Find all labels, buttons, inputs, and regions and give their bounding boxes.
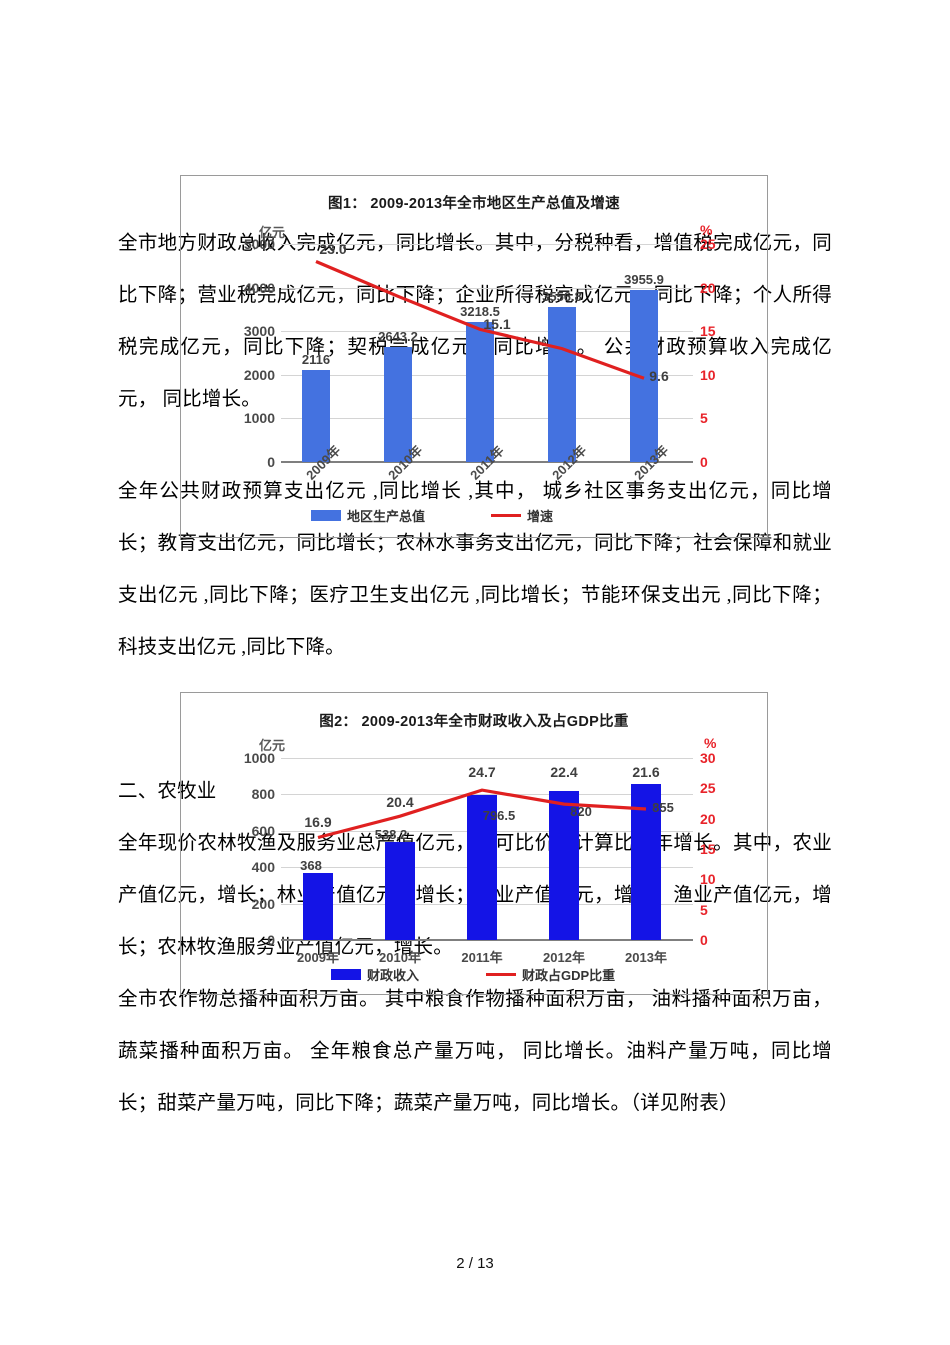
chart1-ytick: 4000 <box>243 279 275 296</box>
chart1-bar-label: 2116 <box>301 352 331 367</box>
chart2-title: 图2： 2009-2013年全市财政收入及占GDP比重 <box>319 714 629 730</box>
paragraph-2: 全年公共财政预算支出亿元 ,同比增长 ,其中， 城乡社区事务支出亿元，同比增长；… <box>118 481 832 658</box>
gridline <box>281 244 693 245</box>
chart2-ytick: 400 <box>251 859 275 876</box>
chart2-xlabel: 2012年 <box>543 950 585 965</box>
chart1-legend-bars: 地区生产总值 <box>311 506 425 525</box>
chart2-legend-label-line: 财政占GDP比重 <box>522 968 616 983</box>
chart2-ytick: 1000 <box>243 750 275 766</box>
chart1-legend-label-bars: 地区生产总值 <box>347 509 426 524</box>
chart1-line-label: 9.6 <box>649 368 669 384</box>
chart2-xlabel: 2010年 <box>379 950 421 965</box>
chart2-bar-label: 820 <box>570 804 592 819</box>
chart2-y2tick: 0 <box>700 932 708 948</box>
chart1-y-unit: 亿元 <box>259 225 286 240</box>
chart1-y2tick: 10 <box>700 366 716 383</box>
chart1-ytick: 1000 <box>243 410 275 427</box>
chart2-line-label: 22.4 <box>550 764 578 780</box>
chart-fiscal-revenue-gdp-share: 图2： 2009-2013年全市财政收入及占GDP比重 亿元 % 1000 80… <box>180 692 768 995</box>
chart2-bar <box>303 873 333 940</box>
chart2-bar <box>385 842 415 940</box>
chart1-line-label: 15.1 <box>483 316 511 332</box>
chart2-y2tick: 20 <box>700 810 716 827</box>
chart1-plot-area: 5000 4000 3000 2000 1000 0 25 20 15 10 5… <box>244 236 716 483</box>
gridline <box>281 794 693 796</box>
chart1-y2tick: 25 <box>700 236 716 252</box>
chart2-bar-label: 855 <box>652 800 674 815</box>
chart2-y2tick: 25 <box>700 780 716 797</box>
chart2-y2tick: 15 <box>700 840 716 857</box>
chart-gdp-growth: 图1： 2009-2013年全市地区生产总值及增速 亿元 % 5000 4000… <box>180 175 768 538</box>
chart1-growth-line <box>315 260 645 380</box>
chart2-xlabel: 2011年 <box>461 950 503 965</box>
chart1-ytick: 5000 <box>243 236 275 252</box>
chart2-y2tick: 30 <box>700 750 716 766</box>
paragraph-3-heading: 二、农牧业 <box>118 781 217 802</box>
legend-line-swatch-icon <box>486 973 516 976</box>
chart1-y2tick: 15 <box>700 323 716 340</box>
chart1-bar <box>302 369 330 462</box>
chart1-bar-label: 2643.2 <box>378 329 418 344</box>
chart2-plot-area: 1000 800 600 400 200 0 30 25 20 15 10 5 … <box>244 750 716 965</box>
chart1-line-label: 23.0 <box>319 241 347 257</box>
legend-bar-swatch-icon <box>331 969 361 980</box>
chart2-legend-bars: 财政收入 <box>331 965 419 984</box>
gridline <box>281 758 693 759</box>
chart1-title: 图1： 2009-2013年全市地区生产总值及增速 <box>328 196 620 212</box>
chart2-ytick: 800 <box>251 786 275 803</box>
chart2-bar <box>467 795 497 940</box>
chart1-bar-label: 3218.5 <box>460 304 500 319</box>
chart2-line-label: 24.7 <box>468 764 496 780</box>
chart2-y-unit: 亿元 <box>259 738 286 753</box>
chart1-bar <box>466 321 494 462</box>
chart2-ytick: 0 <box>267 932 275 948</box>
chart2-bar-label: 368 <box>300 858 322 873</box>
chart2-share-line <box>317 788 647 840</box>
chart1-legend-label-line: 增速 <box>527 509 554 524</box>
chart2-line-label: 16.9 <box>304 814 332 830</box>
chart2-bar <box>549 790 579 940</box>
chart1-y2-unit: % <box>700 222 713 238</box>
chart1-y2tick: 0 <box>700 454 708 470</box>
chart1-bar <box>384 346 412 462</box>
chart2-y2-unit: % <box>704 735 717 751</box>
chart1-ytick: 3000 <box>243 323 275 340</box>
chart1-bar-label: 3556.8 <box>542 289 582 304</box>
chart1-ytick: 0 <box>267 454 275 470</box>
chart2-line-label: 21.6 <box>632 764 660 780</box>
gridline <box>281 287 693 289</box>
chart1-bar-label: 3955.9 <box>624 272 664 287</box>
legend-line-swatch-icon <box>491 514 521 517</box>
legend-bar-swatch-icon <box>311 510 341 521</box>
chart2-bar <box>631 784 661 940</box>
chart2-line-label: 20.4 <box>386 794 414 810</box>
chart2-ytick: 200 <box>251 895 275 912</box>
chart2-ytick: 600 <box>251 822 275 839</box>
chart1-y2tick: 20 <box>700 279 716 296</box>
chart2-bar-label: 538.2 <box>374 827 408 842</box>
chart2-xlabel: 2013年 <box>625 950 667 965</box>
chart2-y2tick: 10 <box>700 871 716 888</box>
chart1-ytick: 2000 <box>243 366 275 383</box>
chart2-y2tick: 5 <box>700 901 708 918</box>
chart2-legend-label-bars: 财政收入 <box>367 968 420 983</box>
chart1-bar <box>548 306 576 462</box>
paragraph-5: 全市农作物总播种面积万亩。 其中粮食作物播种面积万亩， 油料播种面积万亩，蔬菜播… <box>118 989 832 1114</box>
page-number-footer: 2 / 13 <box>456 1255 494 1272</box>
chart2-legend-line: 财政占GDP比重 <box>486 965 615 984</box>
chart1-legend-line: 增速 <box>491 506 553 525</box>
chart1-y2tick: 5 <box>700 410 708 427</box>
chart2-xlabel: 2009年 <box>297 950 339 965</box>
chart2-bar-label: 796.5 <box>482 808 516 823</box>
